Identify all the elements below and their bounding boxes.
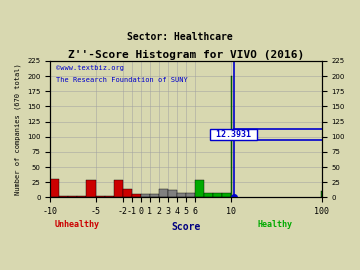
Bar bbox=[59, 196, 68, 197]
Bar bbox=[186, 193, 195, 197]
Bar bbox=[195, 180, 204, 197]
Bar bbox=[177, 193, 186, 197]
Text: 12.3931: 12.3931 bbox=[211, 130, 256, 139]
Bar bbox=[104, 196, 114, 197]
Bar bbox=[77, 196, 86, 197]
Bar bbox=[204, 193, 213, 197]
Text: The Research Foundation of SUNY: The Research Foundation of SUNY bbox=[56, 77, 188, 83]
Bar bbox=[123, 189, 132, 197]
Text: Unhealthy: Unhealthy bbox=[55, 220, 100, 230]
Bar bbox=[150, 194, 159, 197]
Text: Sector: Healthcare: Sector: Healthcare bbox=[127, 32, 233, 42]
Bar bbox=[213, 193, 222, 197]
Bar bbox=[132, 194, 141, 197]
Bar bbox=[114, 180, 123, 197]
X-axis label: Score: Score bbox=[171, 222, 201, 232]
Bar bbox=[50, 179, 59, 197]
Y-axis label: Number of companies (670 total): Number of companies (670 total) bbox=[15, 63, 22, 195]
Bar bbox=[168, 190, 177, 197]
Bar bbox=[86, 180, 95, 197]
Bar bbox=[95, 195, 104, 197]
Bar bbox=[68, 195, 77, 197]
Bar bbox=[141, 194, 150, 197]
Bar bbox=[222, 193, 231, 197]
Bar bbox=[321, 191, 322, 197]
Text: Healthy: Healthy bbox=[257, 220, 292, 230]
Title: Z''-Score Histogram for VIVO (2016): Z''-Score Histogram for VIVO (2016) bbox=[68, 50, 304, 60]
Bar bbox=[159, 189, 168, 197]
Bar bbox=[231, 76, 232, 197]
Text: ©www.textbiz.org: ©www.textbiz.org bbox=[56, 65, 124, 71]
